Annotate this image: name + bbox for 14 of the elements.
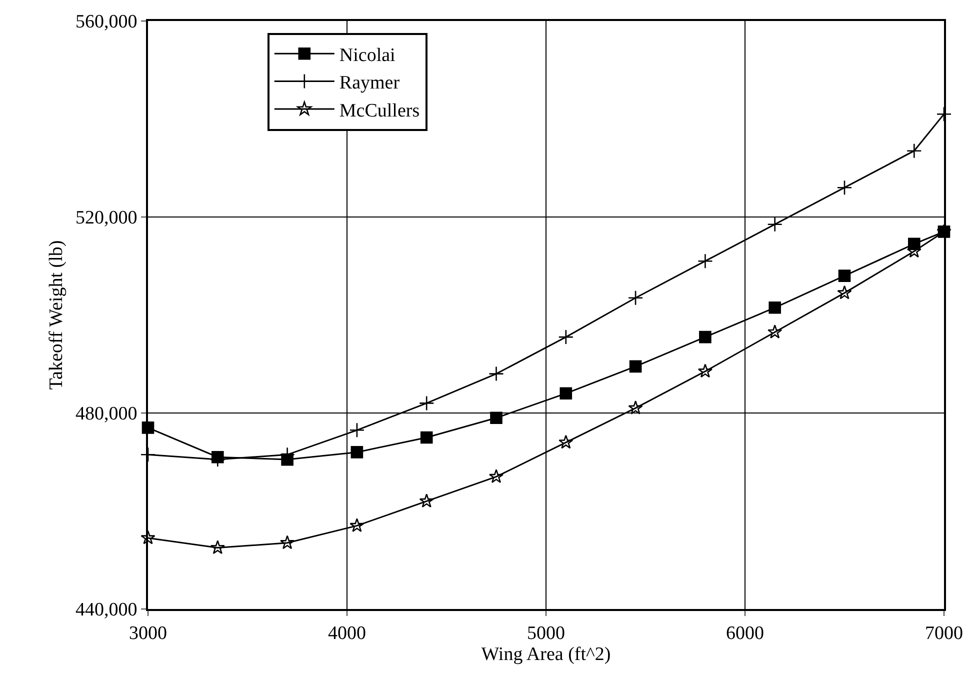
- x-tick-label: 3000: [129, 622, 167, 644]
- x-tick-label: 6000: [726, 622, 764, 644]
- y-tick-label: 440,000: [75, 600, 138, 621]
- x-tick-label: 5000: [527, 622, 565, 644]
- y-axis-title: Takeoff Weight (lb): [46, 240, 67, 390]
- y-tick-label: 520,000: [75, 208, 138, 229]
- x-tick-label: 7000: [925, 622, 963, 644]
- x-tick-label: 4000: [328, 622, 366, 644]
- legend-label: Nicolai: [339, 45, 396, 66]
- y-tick-label: 480,000: [75, 404, 138, 425]
- y-tick-label: 560,000: [75, 12, 138, 33]
- legend-label: McCullers: [339, 100, 420, 122]
- x-axis-title: Wing Area (ft^2): [481, 644, 611, 666]
- legend-label: Raymer: [339, 72, 400, 94]
